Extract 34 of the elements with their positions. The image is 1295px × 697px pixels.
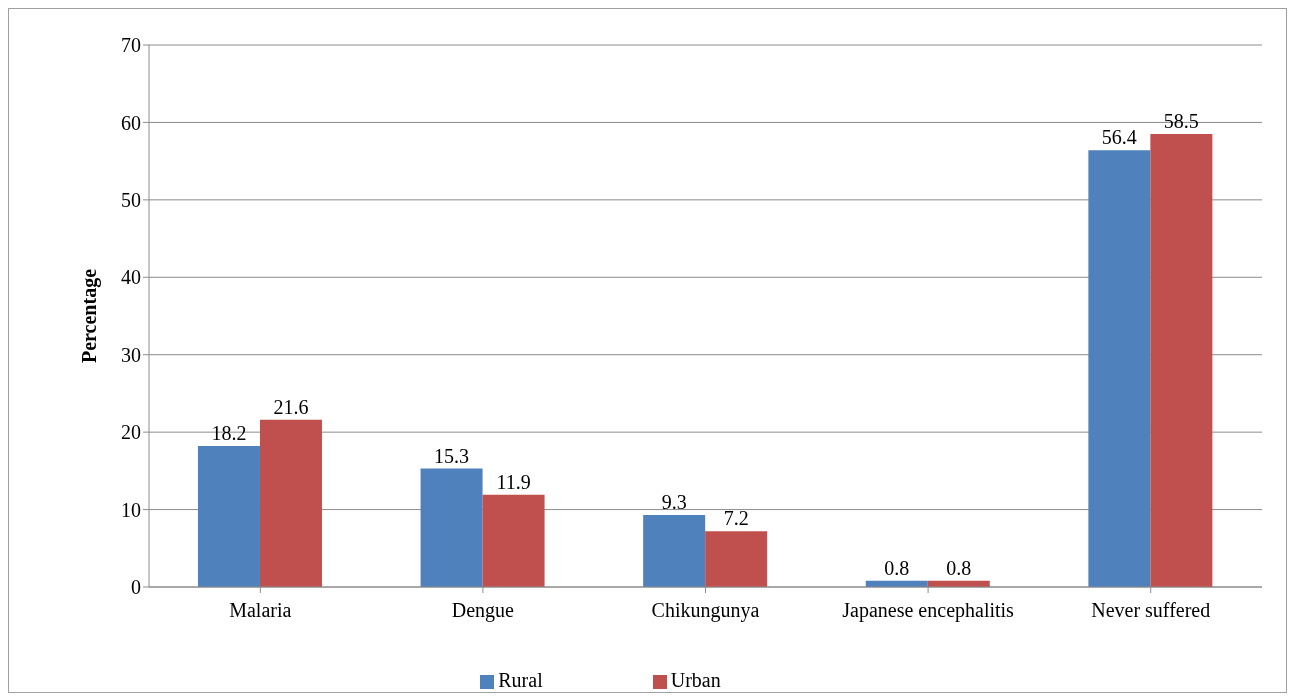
data-label: 58.5 [1163, 110, 1199, 133]
data-label: 56.4 [1101, 126, 1137, 149]
x-tick-label: Chikungunya [651, 599, 760, 623]
data-label: 0.8 [946, 556, 972, 579]
y-tick-label: 20 [121, 421, 141, 444]
bar [197, 446, 260, 587]
data-label: 15.3 [434, 444, 470, 467]
bar [420, 468, 483, 587]
x-tick-label: Malaria [229, 599, 292, 622]
bar [482, 494, 545, 587]
data-label: 0.8 [884, 556, 910, 579]
data-label: 11.9 [496, 470, 531, 493]
legend-label: Urban [670, 669, 721, 691]
data-label: 7.2 [723, 507, 749, 530]
y-tick-label: 10 [121, 498, 141, 521]
data-label: 9.3 [661, 490, 687, 513]
y-tick-label: 70 [121, 34, 141, 57]
data-label: 18.2 [211, 422, 247, 445]
y-tick-label: 50 [121, 188, 141, 211]
y-tick-label: 40 [121, 266, 141, 289]
x-tick-label: Japanese encephalitis [842, 599, 1015, 623]
x-tick-label: Never suffered [1091, 599, 1211, 622]
y-axis-title: Percentage [78, 268, 102, 364]
bar [705, 531, 768, 587]
bar [1150, 134, 1213, 587]
bar [643, 514, 706, 587]
x-tick-label: Dengue [451, 599, 515, 623]
y-tick-label: 0 [131, 576, 141, 599]
bar [259, 419, 322, 587]
legend-label: Rural [498, 669, 543, 691]
data-label: 21.6 [273, 395, 309, 418]
y-tick-label: 60 [121, 111, 141, 134]
bar [1088, 150, 1151, 587]
y-tick-label: 30 [121, 343, 141, 366]
